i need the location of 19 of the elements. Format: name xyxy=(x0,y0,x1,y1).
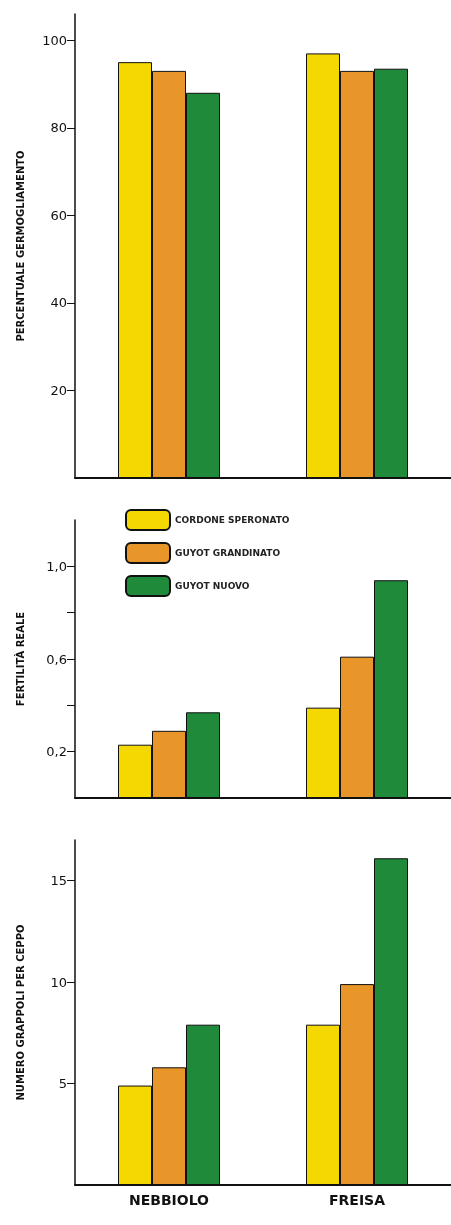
legend-label: GUYOT GRANDINATO xyxy=(175,548,281,558)
y-tick-label: 40 xyxy=(50,295,67,311)
y-tick-label: 5 xyxy=(58,1076,67,1092)
y-axis-title: FERTILITÀ REALE xyxy=(13,611,26,707)
x-tick-label: NEBBIOLO xyxy=(128,1192,210,1208)
y-tick-label: 0,2 xyxy=(46,744,67,760)
y-tick-label: 0,6 xyxy=(46,651,67,667)
y-axis-title: NUMERO GRAPPOLI PER CEPPO xyxy=(14,924,26,1101)
y-tick-label: 60 xyxy=(50,207,67,223)
legend-label: GUYOT NUOVO xyxy=(175,581,250,591)
y-tick-label: 100 xyxy=(42,32,67,48)
x-tick-label: FREISA xyxy=(328,1192,386,1208)
y-axis-title: PERCENTUALE GERMOGLIAMENTO xyxy=(14,150,26,342)
y-tick-label: 1,0 xyxy=(46,558,67,574)
y-tick-label: 10 xyxy=(50,974,67,990)
legend-label: CORDONE SPERONATO xyxy=(175,515,290,525)
y-tick-label: 15 xyxy=(50,873,67,889)
y-tick-label: 20 xyxy=(50,382,67,398)
y-tick-label: 80 xyxy=(50,120,67,136)
